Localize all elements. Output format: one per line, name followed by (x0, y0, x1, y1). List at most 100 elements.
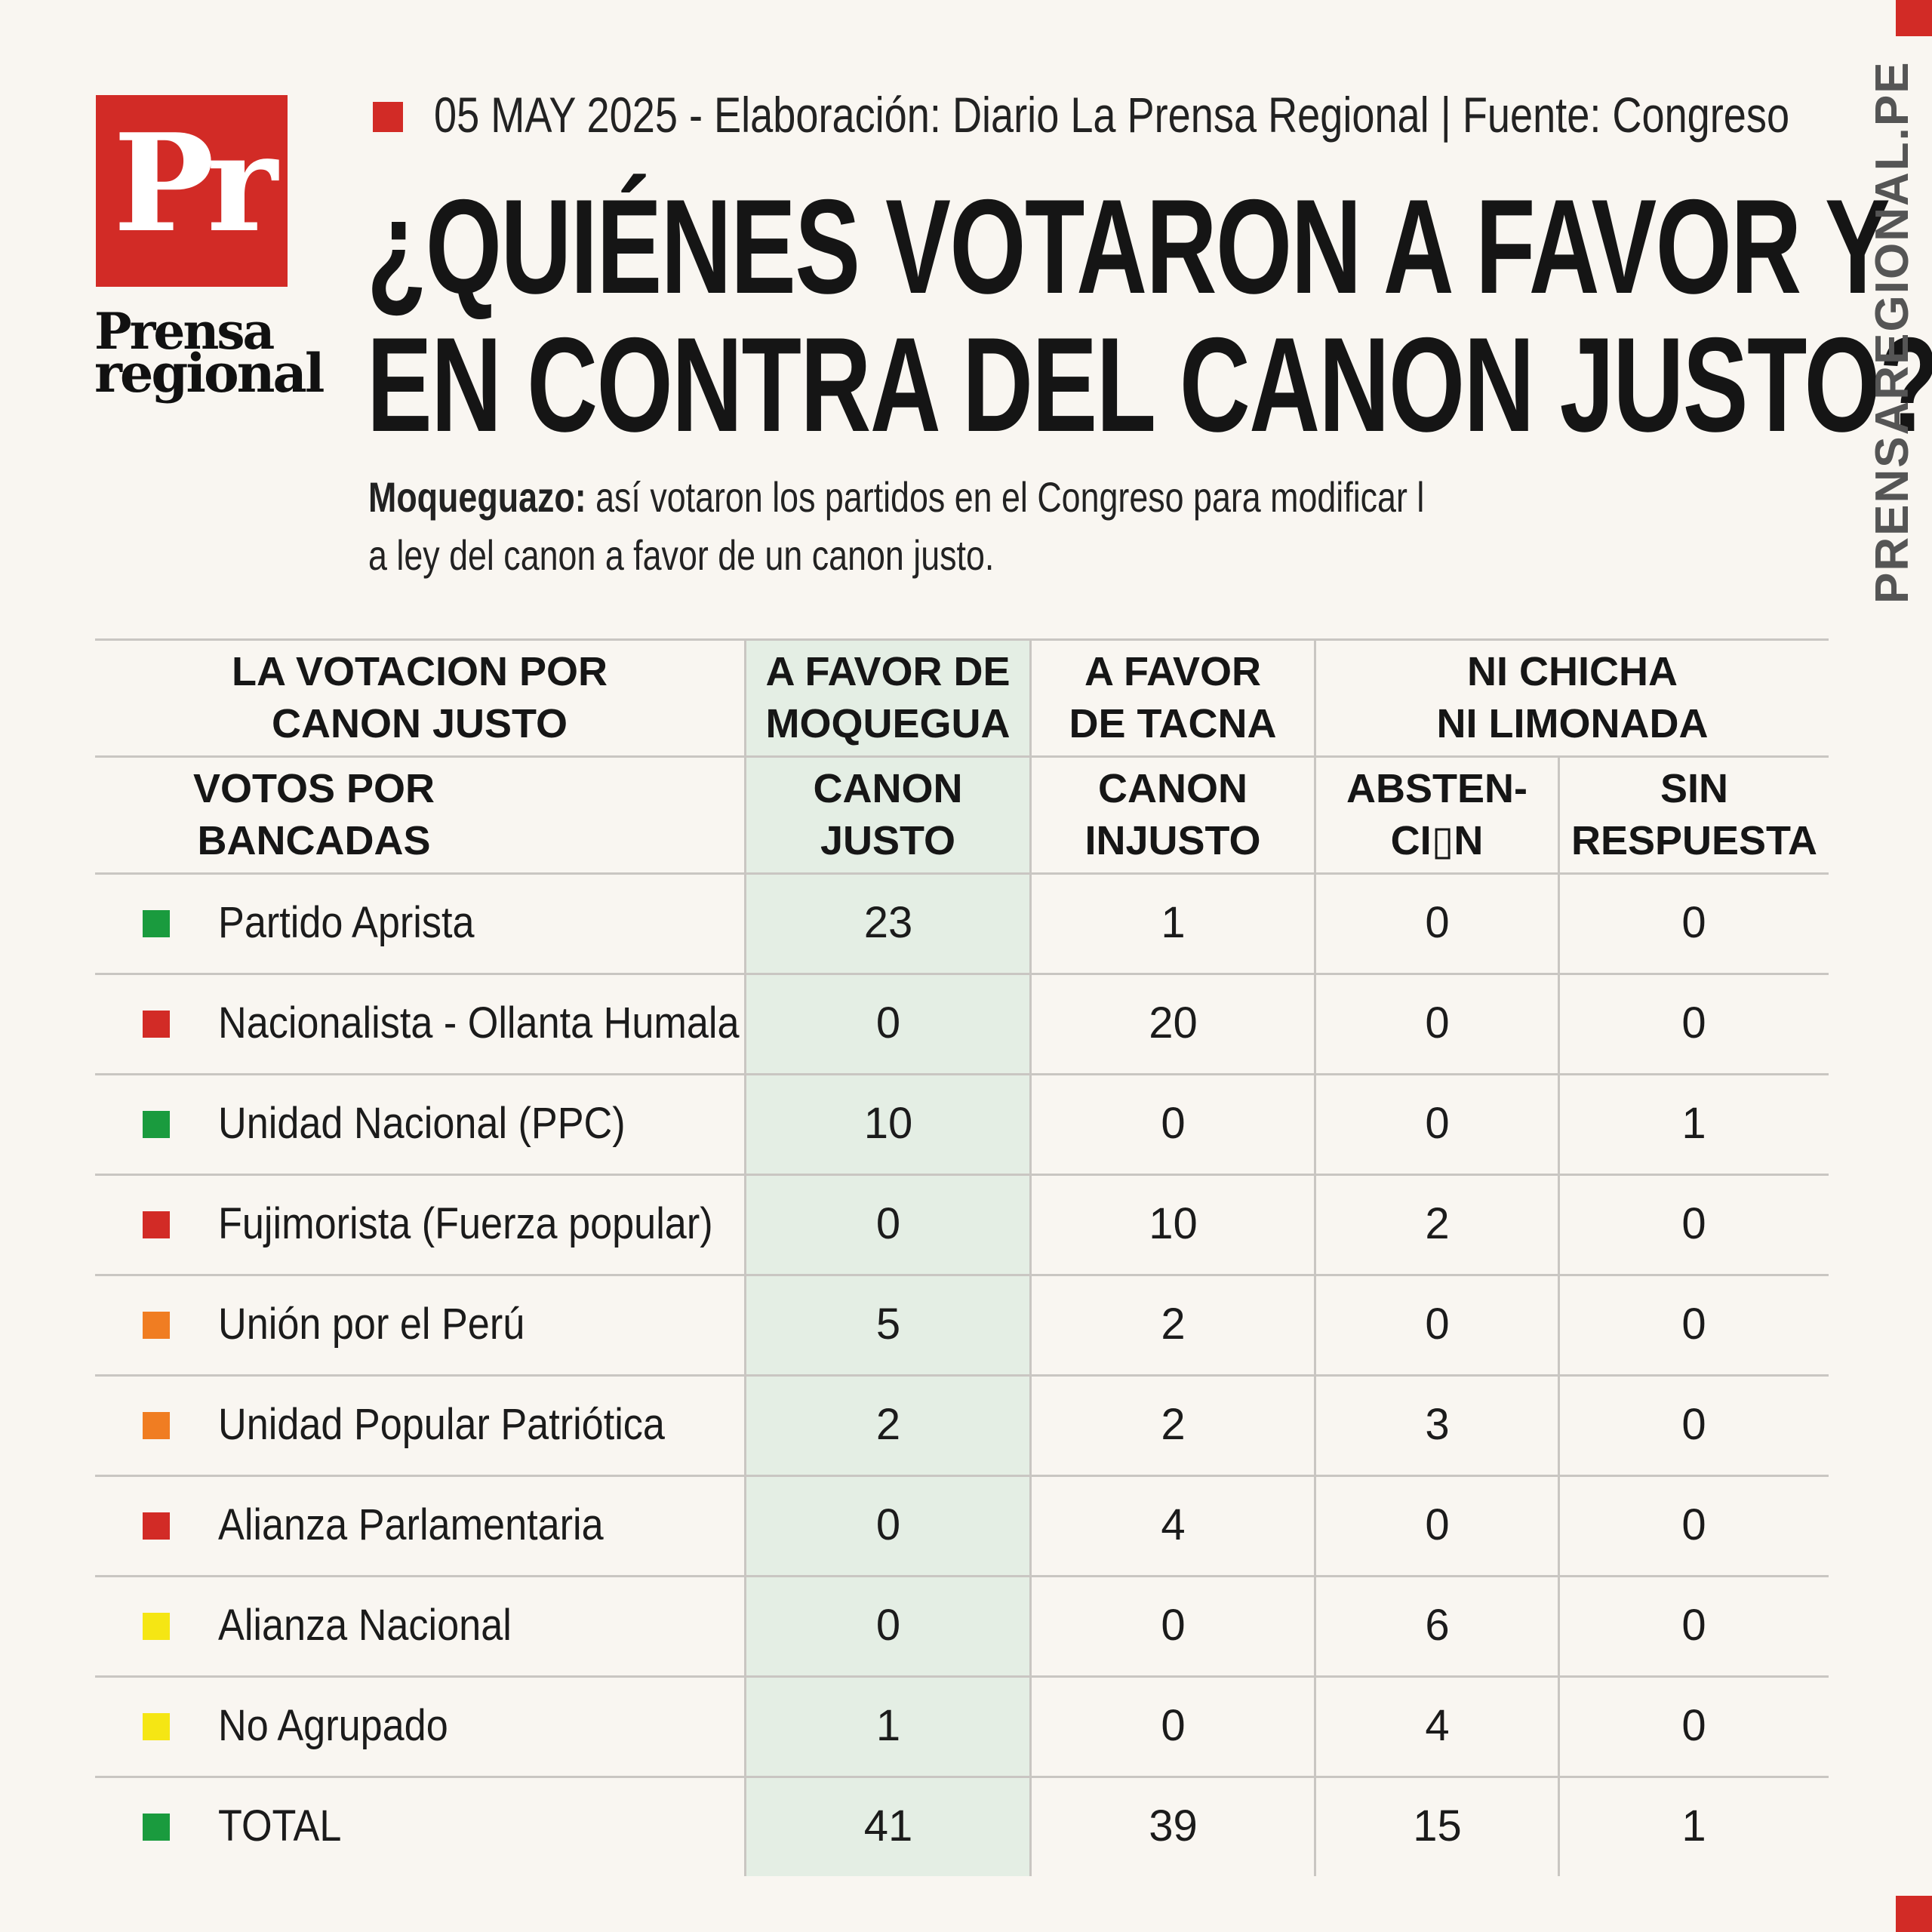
header-moquegua: A FAVOR DE MOQUEGUA (746, 641, 1029, 755)
table-row: TOTAL 41 39 15 1 (95, 1778, 1829, 1876)
table-row: No Agrupado 1 0 4 0 (95, 1678, 1829, 1776)
party-name: Alianza Nacional (218, 1601, 512, 1650)
meta-bullet-icon (373, 102, 403, 132)
subtitle-line-1: Moqueguazo: así votaron los partidos en … (368, 468, 1576, 526)
cell-sin-respuesta: 0 (1681, 1400, 1706, 1449)
table-rule-header (95, 872, 1829, 875)
cell-canon-justo: 0 (875, 1199, 901, 1248)
logo-mark: Pr (113, 104, 278, 262)
cell-canon-justo: 41 (863, 1801, 913, 1850)
cell-abstencion: 3 (1425, 1400, 1450, 1449)
header-text: NI LIMONADA (1436, 701, 1709, 746)
cell-canon-injusto: 2 (1161, 1300, 1186, 1349)
cell-canon-justo: 1 (875, 1701, 901, 1750)
table-rule (95, 973, 1829, 975)
subheader-canon-justo: CANON JUSTO (746, 758, 1029, 872)
cell-abstencion: 0 (1425, 1099, 1450, 1148)
table-row: Nacionalista - Ollanta Humala 0 20 0 0 (95, 975, 1829, 1073)
cell-abstencion: 0 (1425, 1300, 1450, 1349)
party-color-square-icon (143, 1814, 170, 1841)
cell-canon-injusto: 20 (1149, 998, 1198, 1048)
subheader-sin-respuesta: SIN RESPUESTA (1560, 758, 1829, 872)
table-row: Unión por el Perú 5 2 0 0 (95, 1276, 1829, 1374)
header-text: A FAVOR (1084, 648, 1261, 694)
cell-sin-respuesta: 0 (1681, 1199, 1706, 1248)
header-text: BANCADAS (197, 818, 431, 863)
cell-canon-justo: 10 (863, 1099, 913, 1148)
header-text: CANON JUSTO (271, 701, 568, 746)
subtitle-line-2: a ley del canon a favor de un canon just… (368, 531, 995, 580)
table-col-rule (1314, 638, 1316, 1876)
header-text: VOTOS POR (192, 765, 435, 811)
subtitle-lead: Moqueguazo: (368, 473, 586, 521)
cell-canon-justo: 5 (875, 1300, 901, 1349)
corner-accent-top (1896, 0, 1932, 36)
header-text: RESPUESTA (1571, 818, 1818, 863)
page-title: ¿QUIÉNES VOTARON A FAVOR Y EN CONTRA DEL… (367, 177, 1932, 454)
table-col-rule (1029, 638, 1032, 1876)
corner-accent-bottom (1896, 1896, 1932, 1932)
cell-canon-justo: 0 (875, 1601, 901, 1650)
meta-line: 05 MAY 2025 - Elaboración: Diario La Pre… (434, 87, 1790, 143)
table-rule-group (95, 755, 1829, 758)
table-col-rule (744, 638, 746, 1876)
table-row: Fujimorista (Fuerza popular) 0 10 2 0 (95, 1176, 1829, 1274)
cell-abstencion: 6 (1425, 1601, 1450, 1650)
website-vertical: PRENSAREGIONAL.PE (1866, 60, 1918, 604)
party-name: Alianza Parlamentaria (218, 1500, 604, 1549)
logo-wordmark: Prensa regional (94, 306, 325, 400)
cell-sin-respuesta: 0 (1681, 1701, 1706, 1750)
cell-sin-respuesta: 0 (1681, 898, 1706, 947)
cell-canon-injusto: 0 (1161, 1701, 1186, 1750)
cell-sin-respuesta: 1 (1681, 1801, 1706, 1850)
cell-canon-injusto: 39 (1149, 1801, 1198, 1850)
cell-abstencion: 15 (1413, 1801, 1462, 1850)
party-color-square-icon (143, 1512, 170, 1540)
party-name: Unión por el Perú (218, 1300, 525, 1349)
party-name: Fujimorista (Fuerza popular) (218, 1199, 713, 1248)
cell-abstencion: 2 (1425, 1199, 1450, 1248)
party-color-square-icon (143, 910, 170, 937)
table-row: Alianza Nacional 0 0 6 0 (95, 1577, 1829, 1675)
party-color-square-icon (143, 1312, 170, 1339)
header-label-group: LA VOTACION POR CANON JUSTO (95, 641, 744, 755)
party-color-square-icon (143, 1011, 170, 1038)
cell-sin-respuesta: 0 (1681, 1500, 1706, 1549)
header-text: INJUSTO (1084, 818, 1261, 863)
cell-canon-injusto: 10 (1149, 1199, 1198, 1248)
cell-sin-respuesta: 0 (1681, 1601, 1706, 1650)
cell-canon-justo: 0 (875, 998, 901, 1048)
header-text: LA VOTACION POR (232, 648, 608, 694)
cell-canon-justo: 2 (875, 1400, 901, 1449)
table-rule (95, 1675, 1829, 1678)
table-col-rule (1558, 755, 1560, 1876)
table-row: Alianza Parlamentaria 0 4 0 0 (95, 1477, 1829, 1575)
header-text: JUSTO (820, 818, 956, 863)
party-color-square-icon (143, 1613, 170, 1640)
header-text: CANON (813, 765, 963, 811)
header-text: NI CHICHA (1467, 648, 1678, 694)
party-name: Partido Aprista (218, 898, 475, 947)
party-name: TOTAL (218, 1801, 342, 1850)
table-rule (95, 1575, 1829, 1577)
header-text: CI▯N (1390, 818, 1484, 863)
cell-canon-injusto: 2 (1161, 1400, 1186, 1449)
table-rule (95, 1374, 1829, 1377)
table-rule (95, 1073, 1829, 1075)
party-name: No Agrupado (218, 1701, 448, 1750)
cell-sin-respuesta: 0 (1681, 998, 1706, 1048)
header-neutral: NI CHICHA NI LIMONADA (1316, 641, 1829, 755)
cell-sin-respuesta: 0 (1681, 1300, 1706, 1349)
party-name: Unidad Popular Patriótica (218, 1400, 665, 1449)
subtitle: Moqueguazo: así votaron los partidos en … (368, 468, 1576, 585)
subheader-canon-injusto: CANON INJUSTO (1032, 758, 1314, 872)
party-color-square-icon (143, 1211, 170, 1238)
subheader-abstencion: ABSTEN- CI▯N (1316, 758, 1558, 872)
cell-sin-respuesta: 1 (1681, 1099, 1706, 1148)
header-text: CANON (1098, 765, 1247, 811)
cell-abstencion: 0 (1425, 998, 1450, 1048)
table-row: Partido Aprista 23 1 0 0 (95, 875, 1829, 973)
cell-abstencion: 0 (1425, 1500, 1450, 1549)
subheader-votos-bancadas: VOTOS POR BANCADAS (95, 758, 744, 872)
table-rule (95, 1475, 1829, 1477)
